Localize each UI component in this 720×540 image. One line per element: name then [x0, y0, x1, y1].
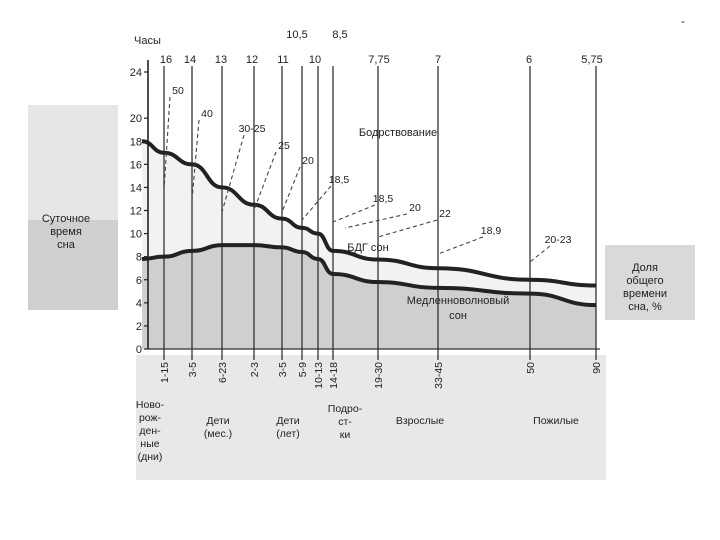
rem-leader-3: [221, 134, 245, 213]
age-group-label-6: Пожилые: [533, 415, 579, 427]
rem-percent-label-3: 30-25: [239, 123, 266, 135]
rem-percent-label-4: 25: [278, 140, 290, 152]
y-tick-label-8: 14: [130, 182, 142, 194]
left-label-background-lower: [28, 220, 118, 310]
rem-percent-label-9: 22: [439, 208, 451, 220]
y-tick-label-3: 4: [136, 298, 142, 310]
rem-percent-label-6: 18,5: [329, 174, 350, 186]
chart-labels: Часы 16 14 13 12 11 10,5 10 8,5 7,75 7 6 5,75 - 1-15 3-…: [42, 16, 685, 463]
rem-leader-11: [529, 245, 551, 263]
region-label-wake: Бодрствование: [359, 127, 437, 139]
age-tick-label-4: 2-3: [249, 362, 261, 377]
rem-leader-2: [191, 119, 200, 201]
hours-top-label-11: 6: [526, 54, 532, 66]
age-tick-label-7: 10-13: [313, 362, 325, 389]
y-axis-title: Часы: [134, 35, 161, 47]
slow-wave-sleep-area: [142, 245, 596, 349]
right-side-label: Доля общего времени сна, %: [623, 262, 667, 313]
region-label-slow-wave: Медленноволновый сон: [407, 295, 510, 322]
y-tick-label-4: 6: [136, 275, 142, 287]
y-tick-label-11: 20: [130, 113, 142, 125]
age-group-label-4: Подро-ст-ки: [328, 403, 363, 441]
age-tick-label-11: 50: [525, 362, 537, 374]
rem-percent-label-7: 18,5: [373, 193, 394, 205]
hours-top-label-3: 13: [215, 54, 227, 66]
age-group-label-1: Ново-рож-ден-ные (дни): [136, 399, 165, 463]
hours-top-label-12: 5,75: [581, 54, 602, 66]
rem-leader-5: [281, 166, 301, 213]
age-tick-label-8: 14-18: [328, 362, 340, 389]
hours-top-label-9: 7,75: [368, 54, 389, 66]
left-side-label: Суточное время сна: [42, 213, 90, 251]
rem-percent-label-10: 18,9: [481, 225, 502, 237]
age-group-label-2: Дети (мес.): [204, 415, 232, 440]
y-tick-label-6: 10: [130, 229, 142, 241]
y-tick-label-2: 2: [136, 321, 142, 333]
hours-top-label-8: 8,5: [332, 29, 347, 41]
corner-marker: -: [681, 16, 685, 28]
rem-percent-label-2: 40: [201, 108, 213, 120]
age-tick-label-1: 1-15: [159, 362, 171, 383]
total-sleep-line: [141, 139, 597, 288]
age-tick-label-2: 3-5: [187, 362, 199, 377]
age-axis-background: [136, 355, 606, 480]
y-tick-label-10: 18: [130, 136, 142, 148]
rem-percent-leaders: [163, 96, 551, 263]
y-tick-label-9: 16: [130, 159, 142, 171]
hours-top-label-7: 10: [309, 54, 321, 66]
y-tick-label-7: 12: [130, 206, 142, 218]
right-label-background: [605, 245, 695, 320]
age-tick-label-5: 3-5: [277, 362, 289, 377]
y-tick-label-12: 24: [130, 67, 142, 79]
hours-top-label-6: 10,5: [286, 29, 307, 41]
rem-percent-label-8: 20: [409, 202, 421, 214]
age-gridlines: [148, 66, 600, 360]
hours-top-label-1: 16: [160, 54, 172, 66]
slow-wave-sleep-line: [141, 243, 597, 308]
rem-percent-label-11: 20-23: [545, 234, 572, 246]
age-tick-label-10: 33-45: [433, 362, 445, 389]
rem-percent-label-1: 50: [172, 85, 184, 97]
age-group-label-3: Дети (лет): [276, 415, 299, 440]
rem-leader-4: [253, 151, 277, 211]
y-tick-label-5: 8: [136, 252, 142, 264]
age-tick-label-9: 19-30: [373, 362, 385, 389]
rem-percent-label-5: 20: [302, 155, 314, 167]
age-tick-label-6: 5-9: [297, 362, 309, 377]
age-tick-label-12: 90: [591, 362, 603, 374]
age-tick-label-3: 6-23: [217, 362, 229, 383]
rem-leader-6: [301, 185, 332, 221]
y-tick-label-1: 0: [136, 344, 142, 356]
rem-leader-9: [377, 219, 438, 238]
hours-top-label-2: 14: [184, 54, 196, 66]
age-group-label-5: Взрослые: [396, 415, 444, 427]
rem-leader-8: [344, 213, 408, 229]
region-label-rem: БДГ сон: [347, 242, 389, 254]
rem-leader-1: [163, 96, 171, 191]
hours-top-label-5: 11: [277, 54, 288, 66]
rem-leader-7: [332, 204, 376, 223]
rem-leader-10: [437, 236, 484, 255]
hours-top-label-4: 12: [246, 54, 258, 66]
hours-top-label-10: 7: [435, 54, 441, 66]
